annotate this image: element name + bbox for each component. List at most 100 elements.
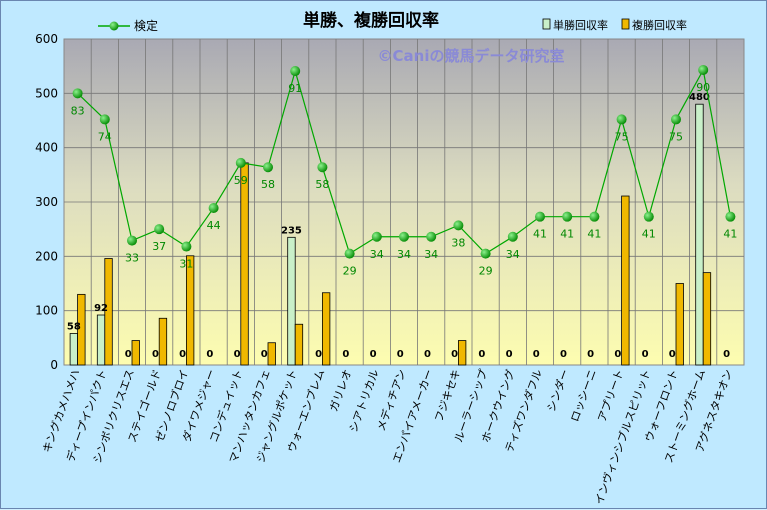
kentei-point — [371, 231, 382, 242]
kentei-point — [453, 220, 464, 231]
kentei-point — [290, 66, 301, 77]
line-series: 83 74 33 37 31 44 59 58 91 58 29 34 34 34 38 29 34 41 41 41… — [71, 64, 737, 278]
kentei-value-label: 44 — [207, 219, 221, 232]
fukusho-bar — [131, 340, 140, 366]
kentei-value-label: 34 — [370, 248, 384, 261]
fukusho-bar — [702, 272, 712, 366]
y-tick-label: 500 — [35, 86, 58, 100]
tansho-value-label: 0 — [152, 349, 159, 360]
legend-line-marker — [109, 21, 119, 31]
tansho-value-label: 0 — [533, 349, 540, 360]
kentei-value-label: 38 — [451, 236, 465, 249]
fukusho-bar — [240, 162, 249, 366]
fukusho-bar — [104, 258, 113, 366]
tansho-bar — [287, 236, 296, 366]
fukusho-bar — [294, 323, 304, 366]
legend-fukusho-label: 複勝回収率 — [632, 18, 687, 32]
tansho-bar — [69, 333, 78, 366]
kentei-point — [344, 248, 355, 259]
kentei-point — [399, 231, 409, 242]
kentei-point — [235, 157, 246, 168]
kentei-value-label: 74 — [98, 130, 112, 143]
kentei-point — [589, 211, 600, 222]
tansho-value-label: 0 — [506, 349, 513, 360]
kentei-point — [562, 211, 573, 222]
tansho-value-label: 0 — [723, 349, 730, 360]
tansho-value-label: 0 — [642, 349, 649, 360]
kentei-point — [671, 114, 681, 125]
tansho-value-label: 58 — [67, 321, 81, 332]
kentei-value-label: 91 — [288, 82, 302, 95]
legend-tansho-swatch — [542, 18, 551, 30]
kentei-point — [72, 88, 83, 99]
y-tick-label: 200 — [35, 249, 58, 263]
kentei-point — [698, 64, 709, 75]
kentei-point — [535, 211, 545, 222]
kentei-value-label: 59 — [234, 174, 248, 187]
fukusho-bar — [621, 195, 630, 366]
kentei-point — [643, 211, 654, 222]
y-tick-label: 400 — [35, 141, 58, 155]
x-tick-label: ロッシーニ — [568, 368, 599, 424]
kentei-point — [480, 248, 491, 259]
fukusho-bar — [321, 292, 331, 366]
kentei-value-label: 41 — [560, 228, 574, 241]
tansho-value-label: 235 — [281, 225, 302, 236]
tansho-value-label: 0 — [315, 349, 322, 360]
kentei-value-label: 29 — [479, 265, 493, 278]
tansho-value-label: 0 — [397, 349, 404, 360]
watermark: ©Caniの競馬データ研究室 — [378, 47, 565, 65]
kentei-value-label: 90 — [696, 81, 710, 94]
tansho-value-label: 0 — [342, 349, 349, 360]
tansho-value-label: 0 — [587, 349, 594, 360]
x-tick-label: シンダー — [544, 367, 572, 413]
tansho-value-label: 0 — [261, 349, 268, 360]
tansho-value-label: 0 — [125, 349, 132, 360]
tansho-value-label: 0 — [669, 349, 676, 360]
kentei-point — [616, 114, 627, 125]
tansho-value-label: 0 — [478, 349, 485, 360]
fukusho-bar — [457, 340, 467, 366]
kentei-value-label: 41 — [587, 228, 601, 241]
kentei-point — [426, 231, 437, 242]
x-tick-label: アプリート — [595, 368, 626, 424]
kentei-value-label: 34 — [424, 248, 438, 261]
legend-tansho-label: 単勝回収率 — [553, 18, 608, 32]
tansho-value-label: 92 — [94, 303, 108, 314]
tansho-value-label: 0 — [424, 349, 431, 360]
legend-fukusho-swatch — [621, 18, 630, 30]
kentei-value-label: 41 — [723, 228, 737, 241]
tansho-value-label: 0 — [234, 349, 241, 360]
tansho-value-label: 0 — [179, 349, 186, 360]
kentei-value-label: 33 — [125, 252, 139, 265]
kentei-value-label: 83 — [71, 104, 85, 117]
kentei-value-label: 75 — [669, 130, 683, 143]
tansho-value-label: 0 — [370, 349, 377, 360]
kentei-point — [317, 162, 328, 173]
tansho-value-label: 0 — [560, 349, 567, 360]
kentei-point — [154, 224, 165, 235]
tansho-value-label: 0 — [206, 349, 213, 360]
y-axis: 0 100 200 300 400 500 600 — [35, 32, 58, 372]
kentei-value-label: 37 — [152, 240, 166, 253]
bars — [69, 103, 712, 366]
kentei-point — [181, 241, 192, 252]
kentei-point — [208, 202, 219, 213]
kentei-value-label: 58 — [261, 178, 275, 191]
gridlines — [64, 39, 744, 365]
kentei-value-label: 58 — [315, 178, 329, 191]
fukusho-bar — [267, 342, 276, 366]
fukusho-bar — [185, 255, 195, 366]
chart-title: 単勝、複勝回収率 — [303, 10, 439, 31]
bar-labels: 58 92 0 0 0 0 0 0 235 0 0 0 0 0 0 0 0 0 0 0 0 0 0 480 0 — [67, 92, 730, 360]
kentei-value-label: 31 — [179, 258, 193, 271]
fukusho-bar — [77, 293, 86, 366]
legend-line: 検定 — [98, 18, 158, 33]
fukusho-bar — [675, 283, 684, 366]
x-tick-label: フジキセキ — [432, 368, 463, 424]
y-tick-label: 100 — [35, 304, 58, 318]
kentei-value-label: 34 — [397, 248, 411, 261]
kentei-point — [725, 211, 736, 222]
